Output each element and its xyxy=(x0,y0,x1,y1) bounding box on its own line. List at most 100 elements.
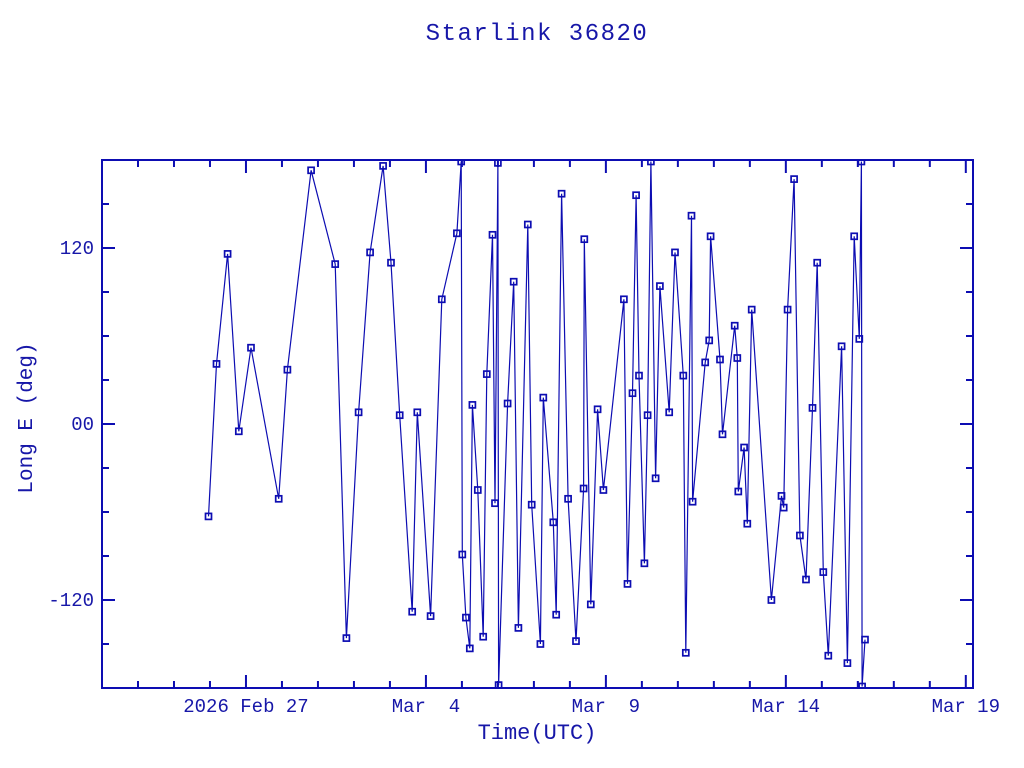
data-point-marker xyxy=(665,408,674,417)
data-point-marker xyxy=(536,640,545,648)
data-point-marker xyxy=(552,610,561,619)
data-point-marker xyxy=(740,443,748,452)
data-point-marker xyxy=(861,635,869,644)
data-point-marker xyxy=(274,494,283,503)
x-tick-label: 2026 Feb 27 xyxy=(183,696,308,718)
x-tick-labels: 2026 Feb 27 Mar 4 Mar 9 Mar 14 Mar 19 xyxy=(183,696,1000,718)
data-point-marker xyxy=(640,559,649,568)
y-tick-label: -120 xyxy=(48,590,94,612)
data-point-marker xyxy=(457,160,466,166)
data-point-marker xyxy=(802,575,810,584)
data-point-marker xyxy=(681,648,690,657)
data-point-marker xyxy=(491,499,499,508)
data-point-marker xyxy=(632,191,640,200)
data-point-marker xyxy=(777,492,786,500)
y-tick-label: 120 xyxy=(60,238,94,260)
data-point-marker xyxy=(635,371,643,380)
data-point-marker xyxy=(283,365,292,374)
data-point-marker xyxy=(366,248,374,257)
data-point-marker xyxy=(479,632,488,641)
y-axis-title: Long E (deg) xyxy=(16,342,39,493)
data-point-marker xyxy=(564,494,572,503)
data-point-marker xyxy=(790,175,798,183)
data-point-marker xyxy=(593,405,602,414)
data-point-marker xyxy=(408,607,417,616)
data-point-marker xyxy=(247,343,255,352)
data-point-marker xyxy=(549,518,558,527)
data-point-marker xyxy=(679,371,688,380)
data-point-marker xyxy=(387,258,395,267)
data-point-marker xyxy=(465,644,474,653)
data-point-marker xyxy=(843,659,852,667)
data-point-marker xyxy=(514,624,523,632)
data-point-marker xyxy=(234,427,243,436)
data-point-marker xyxy=(706,232,715,241)
plot-frame-rect xyxy=(101,159,974,689)
data-point-marker xyxy=(850,232,859,241)
data-point-marker xyxy=(824,651,833,660)
data-point-marker xyxy=(620,295,628,304)
data-point-marker xyxy=(643,411,652,420)
data-point-marker xyxy=(223,250,232,258)
x-axis-title: Time(UTC) xyxy=(478,721,597,746)
data-point-marker xyxy=(473,486,482,494)
data-point-marker xyxy=(586,600,595,609)
data-point-marker xyxy=(204,512,213,521)
series-line xyxy=(207,161,866,687)
data-point-marker xyxy=(572,637,580,645)
data-point-marker xyxy=(468,401,477,409)
data-point-marker xyxy=(808,404,817,412)
data-point-marker xyxy=(855,335,864,343)
data-point-marker xyxy=(701,358,710,367)
data-point-marker xyxy=(730,321,739,330)
data-point-marker xyxy=(579,484,588,493)
data-point-marker xyxy=(494,681,503,688)
x-tick-label: Mar 14 xyxy=(752,696,820,718)
data-point-marker xyxy=(779,503,788,512)
data-point-marker xyxy=(426,612,435,620)
data-point-marker xyxy=(718,430,727,439)
data-point-marker xyxy=(671,248,679,257)
data-point-marker xyxy=(482,370,491,378)
data-point-marker xyxy=(628,389,637,398)
data-point-marker xyxy=(783,305,792,314)
data-point-marker xyxy=(437,295,446,304)
data-point-marker xyxy=(453,229,461,238)
data-point-marker xyxy=(527,500,536,509)
data-point-marker xyxy=(837,342,846,351)
data-point-marker xyxy=(331,260,340,268)
data-point-marker xyxy=(379,162,387,170)
data-point-marker xyxy=(307,166,315,175)
data-point-marker xyxy=(767,596,776,604)
data-point-marker xyxy=(705,336,714,345)
data-point-marker xyxy=(796,531,804,540)
data-point-marker xyxy=(819,568,828,576)
data-point-marker xyxy=(413,408,422,417)
plot-frame xyxy=(101,159,974,689)
data-point-marker xyxy=(488,230,497,239)
data-point-marker xyxy=(557,189,566,198)
data-point-marker xyxy=(716,355,724,364)
data-point-marker xyxy=(212,360,221,368)
data-point-marker xyxy=(462,613,470,622)
y-tick-label: 00 xyxy=(71,414,94,436)
data-point-marker xyxy=(733,354,742,362)
x-tick-label: Mar 9 xyxy=(572,696,640,718)
chart-title: Starlink 36820 xyxy=(426,21,649,48)
data-point-marker xyxy=(580,235,589,244)
data-point-marker xyxy=(857,160,866,166)
data-point-marker xyxy=(503,399,512,408)
data-point-marker xyxy=(599,486,608,494)
data-point-marker xyxy=(458,550,467,559)
data-point-marker xyxy=(734,487,743,496)
data-point-marker xyxy=(523,220,532,229)
data-point-marker xyxy=(494,160,502,167)
data-point-marker xyxy=(813,258,822,267)
data-point-marker xyxy=(342,634,351,642)
data-point-marker xyxy=(539,393,548,402)
data-point-marker xyxy=(858,682,866,688)
data-series xyxy=(204,160,869,688)
data-point-marker xyxy=(688,497,697,506)
data-point-marker xyxy=(509,277,518,286)
